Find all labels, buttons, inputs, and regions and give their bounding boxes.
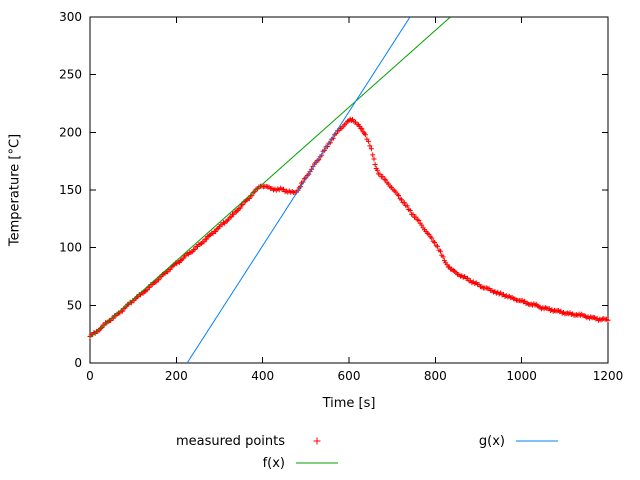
legend-item-f: f(x) bbox=[85, 455, 339, 471]
y-tick-label: 200 bbox=[59, 125, 82, 139]
x-axis-label: Time [s] bbox=[322, 396, 376, 411]
y-tick-label: 100 bbox=[59, 241, 82, 255]
series-gx-line bbox=[186, 16, 411, 364]
plot-border bbox=[89, 16, 609, 364]
legend-plus-marker-icon bbox=[313, 437, 321, 445]
legend-line-sample-g-icon bbox=[516, 440, 558, 442]
series-measured-points bbox=[87, 116, 611, 339]
legend-item-g: g(x) bbox=[305, 433, 559, 449]
legend-item-measured-points: measured points bbox=[85, 433, 339, 449]
x-tick-label: 800 bbox=[424, 369, 447, 383]
x-tick-label: 0 bbox=[86, 369, 94, 383]
legend-label-f: f(x) bbox=[262, 455, 285, 471]
legend-label-measured-points: measured points bbox=[175, 433, 285, 449]
y-tick-label: 50 bbox=[67, 298, 82, 312]
y-tick-label: 150 bbox=[59, 183, 82, 197]
series-fx-line bbox=[89, 16, 451, 338]
plus-marker-glyph bbox=[313, 437, 321, 445]
y-tick-label: 0 bbox=[74, 356, 82, 370]
x-tick-label: 1200 bbox=[593, 369, 624, 383]
x-tick-label: 400 bbox=[251, 369, 274, 383]
y-tick-label: 250 bbox=[59, 68, 82, 82]
y-axis-label: Temperature [°C] bbox=[7, 133, 23, 247]
x-tick-label: 200 bbox=[165, 369, 188, 383]
legend-label-g: g(x) bbox=[478, 433, 505, 449]
legend-line-sample-f-icon bbox=[296, 462, 338, 464]
x-tick-label: 600 bbox=[338, 369, 361, 383]
y-tick-label: 300 bbox=[59, 10, 82, 24]
x-tick-label: 1000 bbox=[506, 369, 537, 383]
